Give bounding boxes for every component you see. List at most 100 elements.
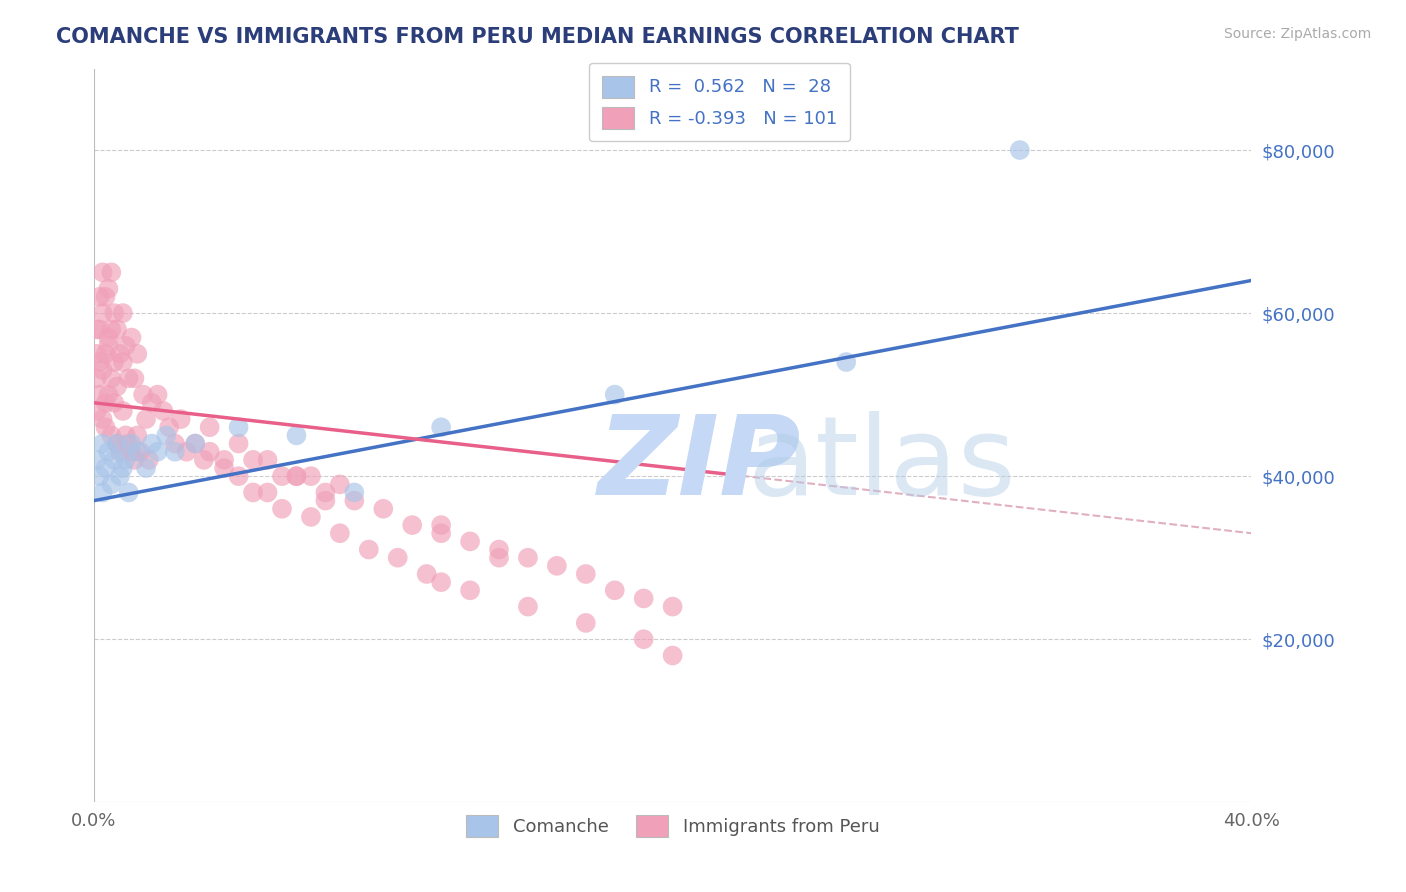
Point — [633, 591, 655, 606]
Point — [329, 526, 352, 541]
Point — [285, 469, 308, 483]
Point — [135, 412, 157, 426]
Point — [212, 461, 235, 475]
Point — [105, 436, 128, 450]
Point — [488, 550, 510, 565]
Point — [97, 444, 120, 458]
Point — [198, 420, 221, 434]
Point — [343, 493, 366, 508]
Point — [228, 436, 250, 450]
Point — [633, 632, 655, 647]
Point — [176, 444, 198, 458]
Point — [256, 453, 278, 467]
Point — [117, 485, 139, 500]
Point — [1008, 143, 1031, 157]
Point — [97, 282, 120, 296]
Point — [89, 322, 111, 336]
Point — [129, 444, 152, 458]
Point — [603, 583, 626, 598]
Point — [212, 453, 235, 467]
Point — [86, 453, 108, 467]
Point — [271, 501, 294, 516]
Point — [373, 501, 395, 516]
Text: atlas: atlas — [748, 411, 1017, 518]
Legend: Comanche, Immigrants from Peru: Comanche, Immigrants from Peru — [458, 808, 887, 845]
Point — [546, 558, 568, 573]
Point — [603, 387, 626, 401]
Point — [91, 412, 114, 426]
Point — [314, 493, 336, 508]
Point — [661, 648, 683, 663]
Point — [97, 339, 120, 353]
Point — [103, 355, 125, 369]
Point — [184, 436, 207, 450]
Point — [314, 485, 336, 500]
Point — [100, 265, 122, 279]
Point — [141, 396, 163, 410]
Point — [516, 550, 538, 565]
Point — [228, 469, 250, 483]
Point — [141, 436, 163, 450]
Point — [86, 404, 108, 418]
Point — [111, 461, 134, 475]
Point — [357, 542, 380, 557]
Point — [100, 322, 122, 336]
Point — [242, 485, 264, 500]
Point — [256, 485, 278, 500]
Point — [91, 306, 114, 320]
Point — [387, 550, 409, 565]
Point — [94, 396, 117, 410]
Point — [121, 436, 143, 450]
Point — [127, 347, 149, 361]
Point — [86, 347, 108, 361]
Point — [575, 566, 598, 581]
Point — [124, 371, 146, 385]
Point — [100, 371, 122, 385]
Point — [184, 436, 207, 450]
Point — [91, 436, 114, 450]
Point — [329, 477, 352, 491]
Point — [401, 518, 423, 533]
Point — [575, 615, 598, 630]
Point — [91, 363, 114, 377]
Point — [91, 485, 114, 500]
Point — [343, 485, 366, 500]
Point — [299, 510, 322, 524]
Point — [86, 371, 108, 385]
Point — [105, 379, 128, 393]
Point — [135, 461, 157, 475]
Point — [100, 428, 122, 442]
Point — [415, 566, 437, 581]
Point — [103, 453, 125, 467]
Point — [127, 444, 149, 458]
Point — [516, 599, 538, 614]
Point — [163, 444, 186, 458]
Point — [103, 396, 125, 410]
Point — [121, 444, 143, 458]
Point — [89, 469, 111, 483]
Point — [108, 469, 131, 483]
Point — [111, 404, 134, 418]
Point — [458, 534, 481, 549]
Point — [430, 420, 453, 434]
Point — [228, 420, 250, 434]
Point — [103, 306, 125, 320]
Point — [94, 461, 117, 475]
Point — [835, 355, 858, 369]
Point — [89, 290, 111, 304]
Point — [163, 436, 186, 450]
Point — [146, 387, 169, 401]
Point — [170, 412, 193, 426]
Point — [193, 453, 215, 467]
Point — [108, 444, 131, 458]
Point — [89, 355, 111, 369]
Point — [108, 347, 131, 361]
Point — [198, 444, 221, 458]
Point — [114, 339, 136, 353]
Point — [105, 436, 128, 450]
Point — [86, 322, 108, 336]
Point — [114, 453, 136, 467]
Point — [97, 387, 120, 401]
Point — [89, 387, 111, 401]
Text: Source: ZipAtlas.com: Source: ZipAtlas.com — [1223, 27, 1371, 41]
